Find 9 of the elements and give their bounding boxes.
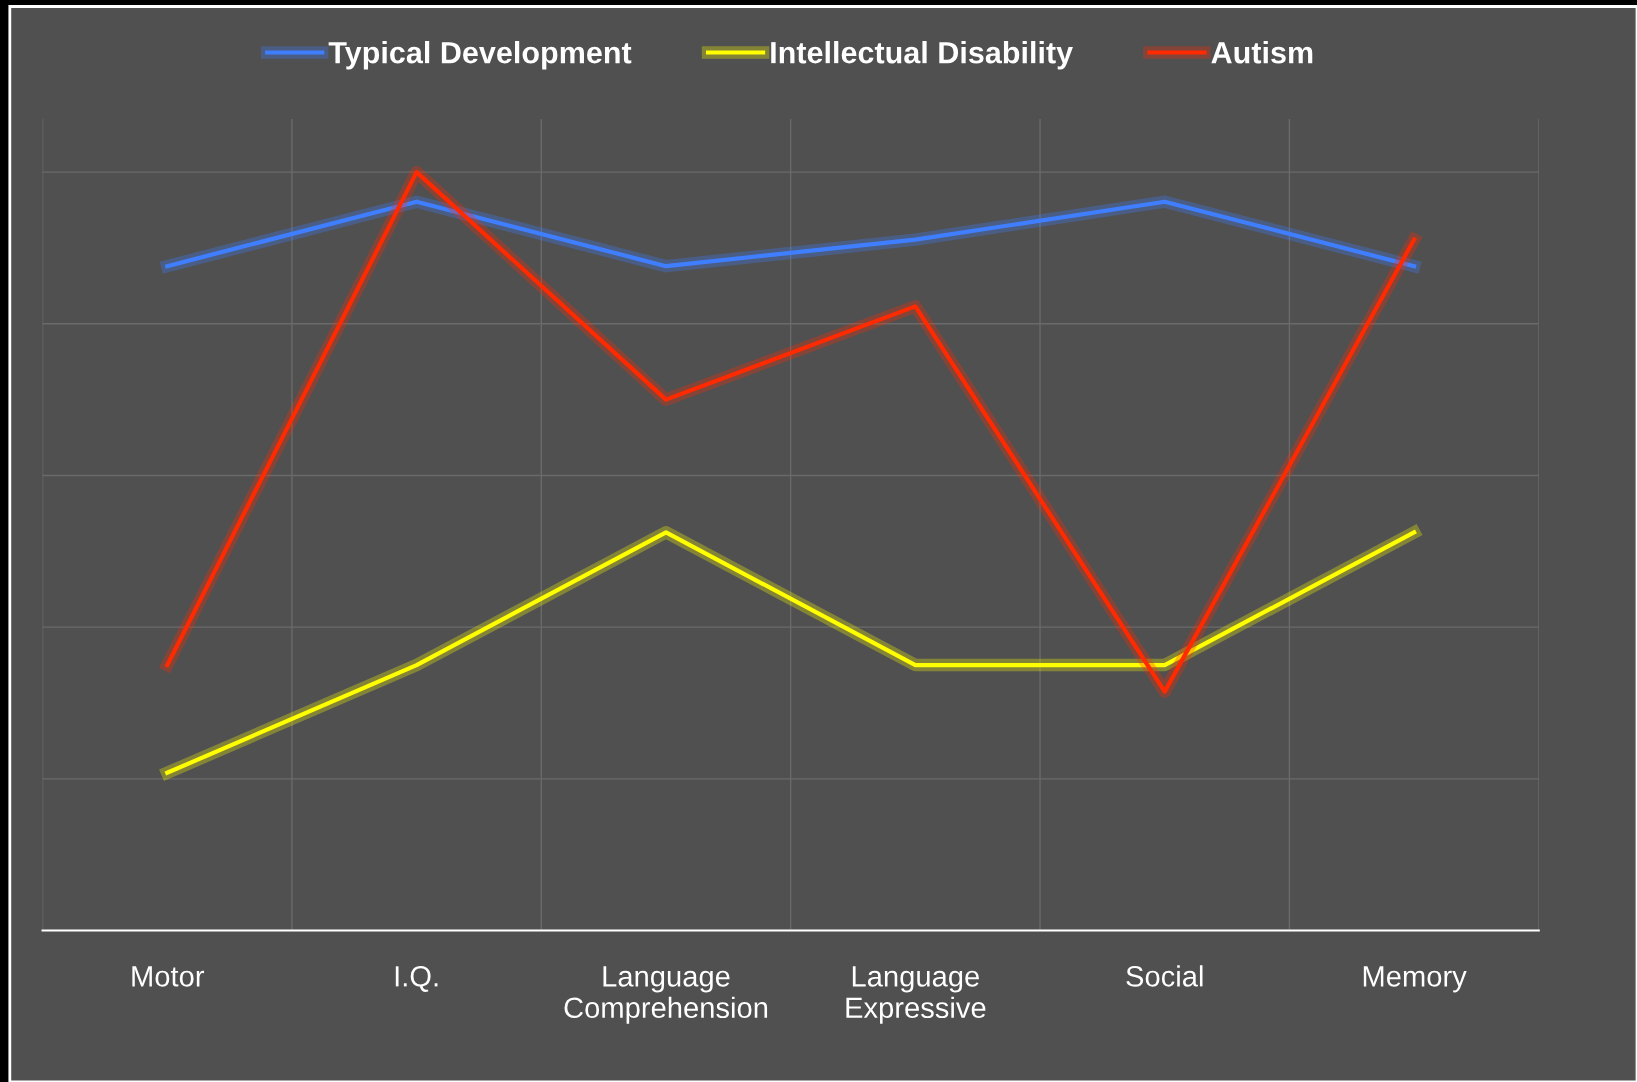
x-tick-label: Language Comprehension <box>564 966 768 1024</box>
x-tick-label: Social <box>1126 965 1203 987</box>
x-tick-label: I.Q. <box>395 966 438 992</box>
legend-label: Typical Development <box>328 41 632 70</box>
legend-label: Intellectual Disability <box>771 41 1073 70</box>
x-tick-label: Memory <box>1363 966 1467 993</box>
x-tick-label: Motor <box>132 966 205 987</box>
x-tick-label: Language Expressive <box>846 966 986 1024</box>
legend-label: Autism <box>1211 41 1313 64</box>
